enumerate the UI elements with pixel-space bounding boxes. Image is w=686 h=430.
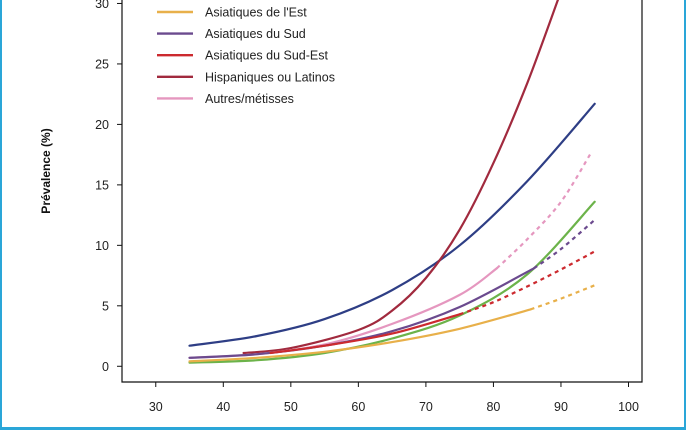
asiatiques-de-l-est-projection-line — [530, 284, 596, 311]
y-tick-label: 5 — [102, 299, 109, 313]
axes-layer: 0 5 10 15 20 25 30 30 40 50 60 70 80 90 100 — [95, 0, 639, 414]
y-tick-label: 20 — [95, 118, 109, 132]
x-tick-label: 100 — [618, 400, 639, 414]
series-1-line — [188, 102, 596, 347]
x-tick-label: 50 — [284, 400, 298, 414]
legend-label: Asiatiques de l'Est — [205, 6, 307, 20]
asiatiques-du-sud-est-line — [269, 313, 461, 355]
legend: Asiatiques de l'Est Asiatiques du Sud Asia… — [157, 6, 335, 106]
x-tick-label: 30 — [149, 400, 163, 414]
x-tick-label: 70 — [419, 400, 433, 414]
asiatiques-du-sud-line — [188, 267, 535, 359]
plot-area — [121, 0, 643, 383]
x-tick-label: 40 — [216, 400, 230, 414]
y-tick-label: 10 — [95, 239, 109, 253]
asiatiques-du-sud-est-projection-line — [459, 250, 596, 316]
y-tick-label: 0 — [102, 360, 109, 374]
y-tick-label: 25 — [95, 57, 109, 71]
legend-label: Asiatiques du Sud — [205, 27, 306, 41]
asiatiques-de-l-est-line — [188, 308, 532, 363]
asiatiques-du-sud-projection-line — [533, 219, 596, 270]
y-axis-title: Prévalence (%) — [39, 128, 53, 213]
y-tick-label: 15 — [95, 178, 109, 192]
plot-frame — [121, 0, 643, 383]
series-layer — [188, 0, 596, 364]
legend-label: Autres/métisses — [205, 92, 294, 106]
x-tick-label: 90 — [554, 400, 568, 414]
hispaniques-ou-latinos-line — [242, 0, 560, 355]
x-tick-label: 60 — [351, 400, 365, 414]
legend-label: Asiatiques du Sud-Est — [205, 49, 329, 63]
autres-m-tisses-projection-line — [496, 151, 593, 270]
series-2-line — [188, 200, 596, 364]
x-tick-label: 80 — [486, 400, 500, 414]
legend-label: Hispaniques ou Latinos — [205, 70, 335, 84]
y-tick-label: 30 — [95, 0, 109, 11]
